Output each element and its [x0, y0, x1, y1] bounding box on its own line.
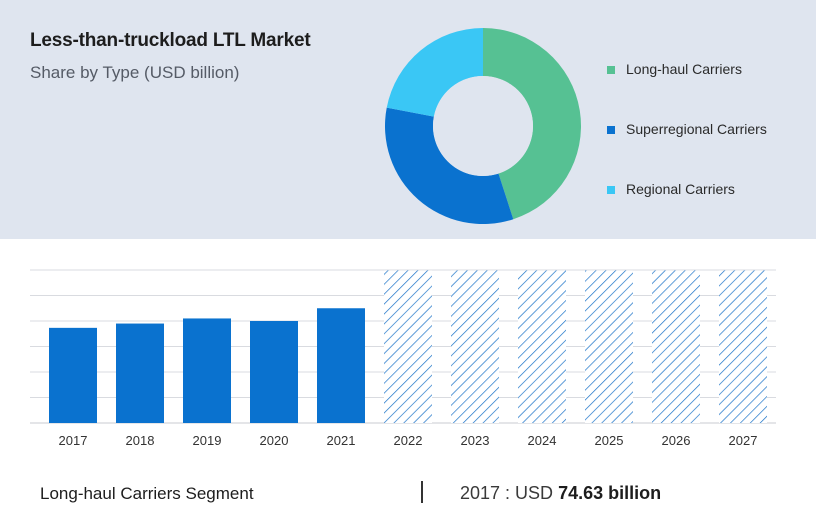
- x-tick-label-2018: 2018: [126, 433, 155, 448]
- bar-2019: [183, 318, 231, 423]
- x-tick-label-2020: 2020: [260, 433, 289, 448]
- footer-divider: [421, 481, 423, 503]
- forecast-bar-2027: [719, 270, 767, 423]
- donut-slice-superregional: [384, 107, 514, 224]
- donut-slice-regional: [386, 28, 483, 117]
- bar-chart: 2017 2018 2019 2020 2021 2022 2023 2024 2025 2026…: [30, 269, 776, 448]
- legend-label-superregional: Superregional Carriers: [626, 121, 767, 137]
- bar-2021: [317, 308, 365, 423]
- forecast-bar-2022: [384, 270, 432, 423]
- x-tick-label-2025: 2025: [595, 433, 624, 448]
- donut-hole: [433, 76, 533, 176]
- legend-swatch-long-haul: [607, 66, 615, 74]
- chart-subtitle: Share by Type (USD billion): [30, 63, 240, 82]
- forecast-bar-2023: [451, 270, 499, 423]
- legend-label-regional: Regional Carriers: [626, 181, 735, 197]
- x-tick-label-2027: 2027: [729, 433, 758, 448]
- x-tick-label-2019: 2019: [193, 433, 222, 448]
- x-tick-label-2024: 2024: [528, 433, 557, 448]
- bar-2017: [49, 327, 97, 423]
- forecast-bar-2026: [652, 270, 700, 423]
- chart-title: Less-than-truckload LTL Market: [30, 30, 311, 51]
- bar-2020: [250, 321, 298, 423]
- bar-2018: [116, 323, 164, 423]
- donut-chart: [384, 28, 581, 224]
- legend-swatch-superregional: [607, 126, 615, 134]
- donut-slice-long-haul: [483, 28, 581, 220]
- legend-swatch-regional: [607, 186, 615, 194]
- footer-value-label: 74.63 billion: [558, 483, 662, 503]
- x-tick-label-2023: 2023: [461, 433, 490, 448]
- x-tick-label-2017: 2017: [59, 433, 88, 448]
- x-tick-label-2026: 2026: [662, 433, 691, 448]
- legend-label-long-haul: Long-haul Carriers: [626, 61, 742, 77]
- forecast-bar-2024: [518, 270, 566, 423]
- footer-value: 2017 : USD 74.63 billion: [460, 483, 661, 504]
- forecast-bar-2025: [585, 270, 633, 423]
- footer-year-label: 2017 : USD: [460, 483, 554, 503]
- x-tick-label-2021: 2021: [327, 433, 356, 448]
- footer-segment-label: Long-haul Carriers Segment: [40, 484, 254, 503]
- x-tick-label-2022: 2022: [394, 433, 423, 448]
